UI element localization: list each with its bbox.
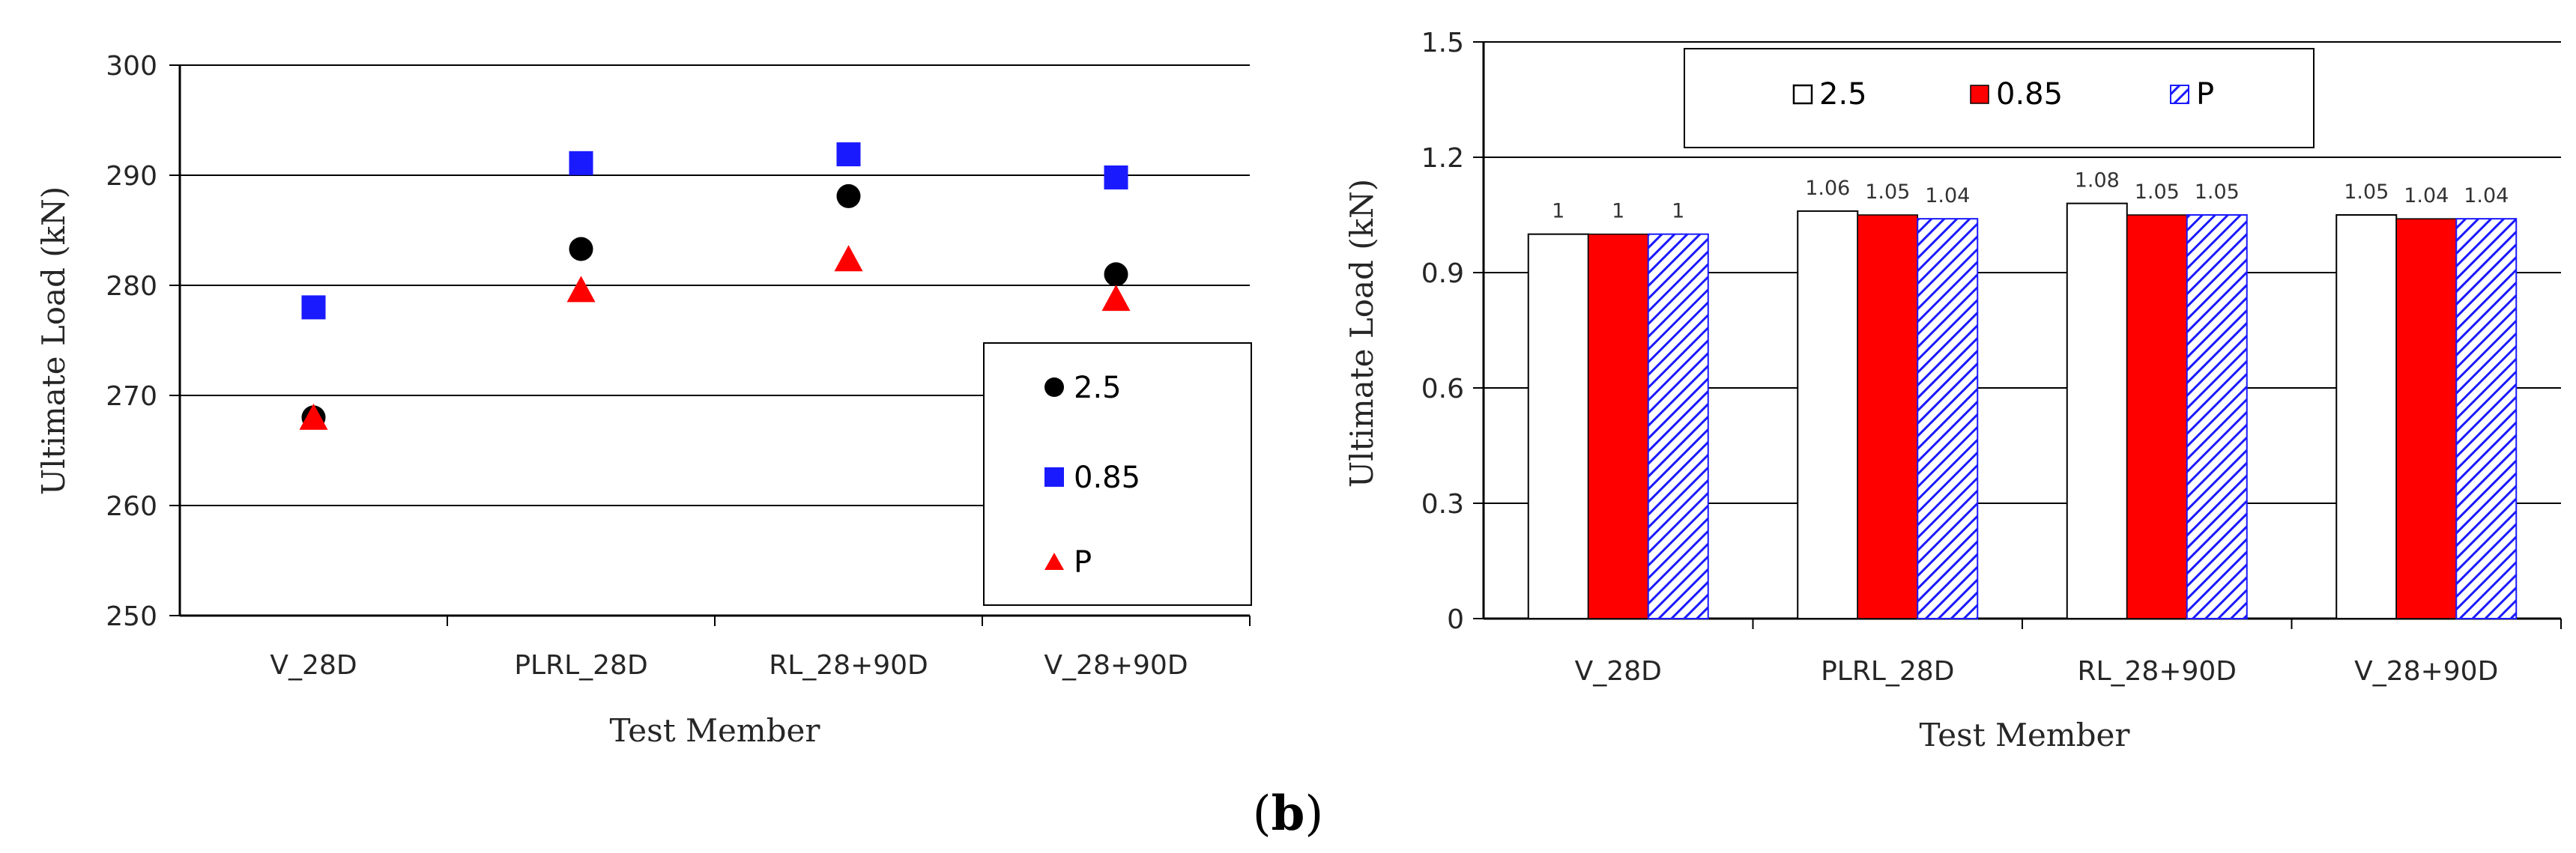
- scatter-y-tick-label: 300: [106, 51, 157, 82]
- bar-2-5-rl-28-90d: [2066, 202, 2128, 620]
- bar-data-label-0-85-v-28-90d: 1.04: [2404, 184, 2449, 207]
- bar-data-label-p-v-28-90d: 1.04: [2464, 184, 2509, 207]
- scatter-point-0-85-v-28d: [301, 295, 326, 320]
- scatter-points: [299, 142, 1131, 430]
- bar-data-label-2-5-v-28-90d: 1.05: [2344, 180, 2389, 204]
- bar-0-85-plrl-28d: [1857, 214, 1918, 619]
- scatter-y-ticks: 250 260 270 280 290 300: [106, 51, 180, 632]
- bar-y-ticks: 0 0.3 0.6 0.9 1.2 1.5: [1421, 28, 1484, 635]
- caption-letter: b: [1272, 786, 1305, 842]
- scatter-x-tick-label-rl-28-90d: RL_28+90D: [769, 650, 928, 681]
- scatter-legend-label-0-85: 0.85: [1074, 461, 1140, 495]
- bar-0-85-v-28d: [1588, 233, 1649, 619]
- bar-p-v-28-90d: [2455, 218, 2518, 619]
- legend-white-swatch: [1792, 84, 1813, 105]
- scatter-y-tick-label: 250: [106, 601, 157, 632]
- bar-y-tick-label: 0.3: [1421, 489, 1464, 520]
- bar-y-tick-label: 0.9: [1421, 258, 1464, 289]
- scatter-y-tick-label: 280: [106, 271, 157, 302]
- bar-x-ticks: V_28D PLRL_28D RL_28+90D V_28+90D: [1575, 619, 2562, 687]
- scatter-x-tick-label-v-28-90d: V_28+90D: [1044, 650, 1188, 681]
- scatter-point-p-v-28-90d: [1101, 285, 1131, 312]
- bar-legend-label-0-85: 0.85: [1996, 77, 2063, 112]
- caption-close-paren: ): [1304, 786, 1323, 842]
- bar-data-label-0-85-rl-28-90d: 1.05: [2135, 180, 2180, 204]
- bar-2-5-plrl-28d: [1797, 210, 1859, 620]
- bar-data-label-p-v-28d: 1: [1672, 200, 1684, 223]
- bar-2-5-v-28-90d: [2335, 214, 2398, 619]
- scatter-point-p-plrl-28d: [566, 276, 596, 303]
- bar-x-tick-label-plrl-28d: PLRL_28D: [1821, 656, 1954, 687]
- scatter-y-tick-label: 260: [106, 491, 157, 522]
- scatter-legend-box: [983, 342, 1252, 606]
- scatter-x-tick-label-plrl-28d: PLRL_28D: [514, 650, 647, 681]
- bar-x-tick-label-v-28d: V_28D: [1575, 656, 1662, 687]
- bar-0-85-v-28-90d: [2395, 218, 2457, 619]
- scatter-y-tick-label: 270: [106, 381, 157, 412]
- bar-data-labels: 1 1 1 1.06 1.05 1.04 1.08 1.05 1.05 1.05 1.04 1.04: [1552, 169, 2509, 223]
- bar-p-plrl-28d: [1917, 218, 1979, 619]
- scatter-legend: 2.5 0.85 P: [983, 342, 1252, 606]
- bar-x-tick-label-v-28-90d: V_28+90D: [2354, 656, 2498, 687]
- bar-data-label-0-85-plrl-28d: 1.05: [1865, 180, 1910, 204]
- scatter-legend-label-2-5: 2.5: [1074, 371, 1122, 405]
- bar-p-rl-28-90d: [2186, 214, 2248, 619]
- scatter-point-0-85-rl-28-90d: [836, 142, 861, 167]
- bar-data-label-2-5-rl-28-90d: 1.08: [2075, 169, 2120, 192]
- bar-y-tick-label: 0.6: [1421, 374, 1464, 404]
- bar-p-v-28d: [1647, 233, 1709, 619]
- bar-y-axis-title: Ultimate Load (kN): [1343, 179, 1380, 488]
- bar-legend-label-2-5: 2.5: [1819, 77, 1867, 112]
- scatter-point-2-5-plrl-28d: [569, 237, 593, 261]
- bar-data-label-p-plrl-28d: 1.04: [1925, 184, 1970, 207]
- scatter-chart: 250 260 270 280 290 300 V_28D PLRL_28D RL_28+90…: [35, 51, 1252, 749]
- bar-data-label-0-85-v-28d: 1: [1612, 200, 1624, 223]
- bar-series: [1527, 202, 2518, 620]
- bar-y-tick-label: 0: [1447, 604, 1464, 635]
- bar-data-label-2-5-plrl-28d: 1.06: [1805, 177, 1850, 200]
- scatter-point-p-v-28d: [299, 403, 328, 430]
- scatter-point-2-5-v-28-90d: [1104, 262, 1128, 287]
- scatter-y-tick-label: 290: [106, 161, 157, 192]
- figure-caption: (b): [1253, 786, 1324, 842]
- scatter-x-tick-label-v-28d: V_28D: [270, 650, 357, 681]
- bar-y-tick-label: 1.2: [1421, 143, 1464, 174]
- scatter-point-0-85-plrl-28d: [569, 151, 593, 175]
- bar-x-axis-title: Test Member: [1920, 717, 2131, 753]
- scatter-y-axis-title: Ultimate Load (kN): [35, 186, 72, 496]
- bar-legend: 2.5 0.85 P: [1684, 48, 2315, 148]
- scatter-x-axis-title: Test Member: [610, 712, 821, 749]
- scatter-point-p-rl-28-90d: [834, 245, 863, 272]
- legend-square-marker: [1044, 467, 1064, 487]
- scatter-point-2-5-rl-28-90d: [836, 183, 861, 208]
- legend-triangle-marker: [1044, 553, 1064, 570]
- caption-open-paren: (: [1253, 786, 1272, 842]
- legend-red-swatch: [1970, 85, 1989, 104]
- bar-legend-box: [1684, 48, 2315, 148]
- scatter-point-0-85-v-28-90d: [1104, 165, 1128, 189]
- bar-y-tick-label: 1.5: [1421, 28, 1464, 58]
- bar-x-tick-label-rl-28-90d: RL_28+90D: [2077, 656, 2237, 687]
- bar-0-85-rl-28-90d: [2126, 214, 2188, 619]
- scatter-x-ticks: V_28D PLRL_28D RL_28+90D V_28+90D: [270, 616, 1251, 681]
- legend-hatch-swatch: [2170, 85, 2189, 104]
- bar-data-label-2-5-v-28d: 1: [1552, 200, 1564, 223]
- bar-2-5-v-28d: [1527, 233, 1589, 619]
- scatter-legend-label-p: P: [1074, 545, 1092, 580]
- bar-chart: 0 0.3 0.6 0.9 1.2 1.5 1 1 1 1.06 1.05 1.04 1.08 1.05…: [1343, 28, 2562, 753]
- bar-legend-label-p: P: [2196, 77, 2214, 112]
- legend-circle-marker: [1044, 377, 1064, 397]
- bar-data-label-p-rl-28-90d: 1.05: [2195, 180, 2240, 204]
